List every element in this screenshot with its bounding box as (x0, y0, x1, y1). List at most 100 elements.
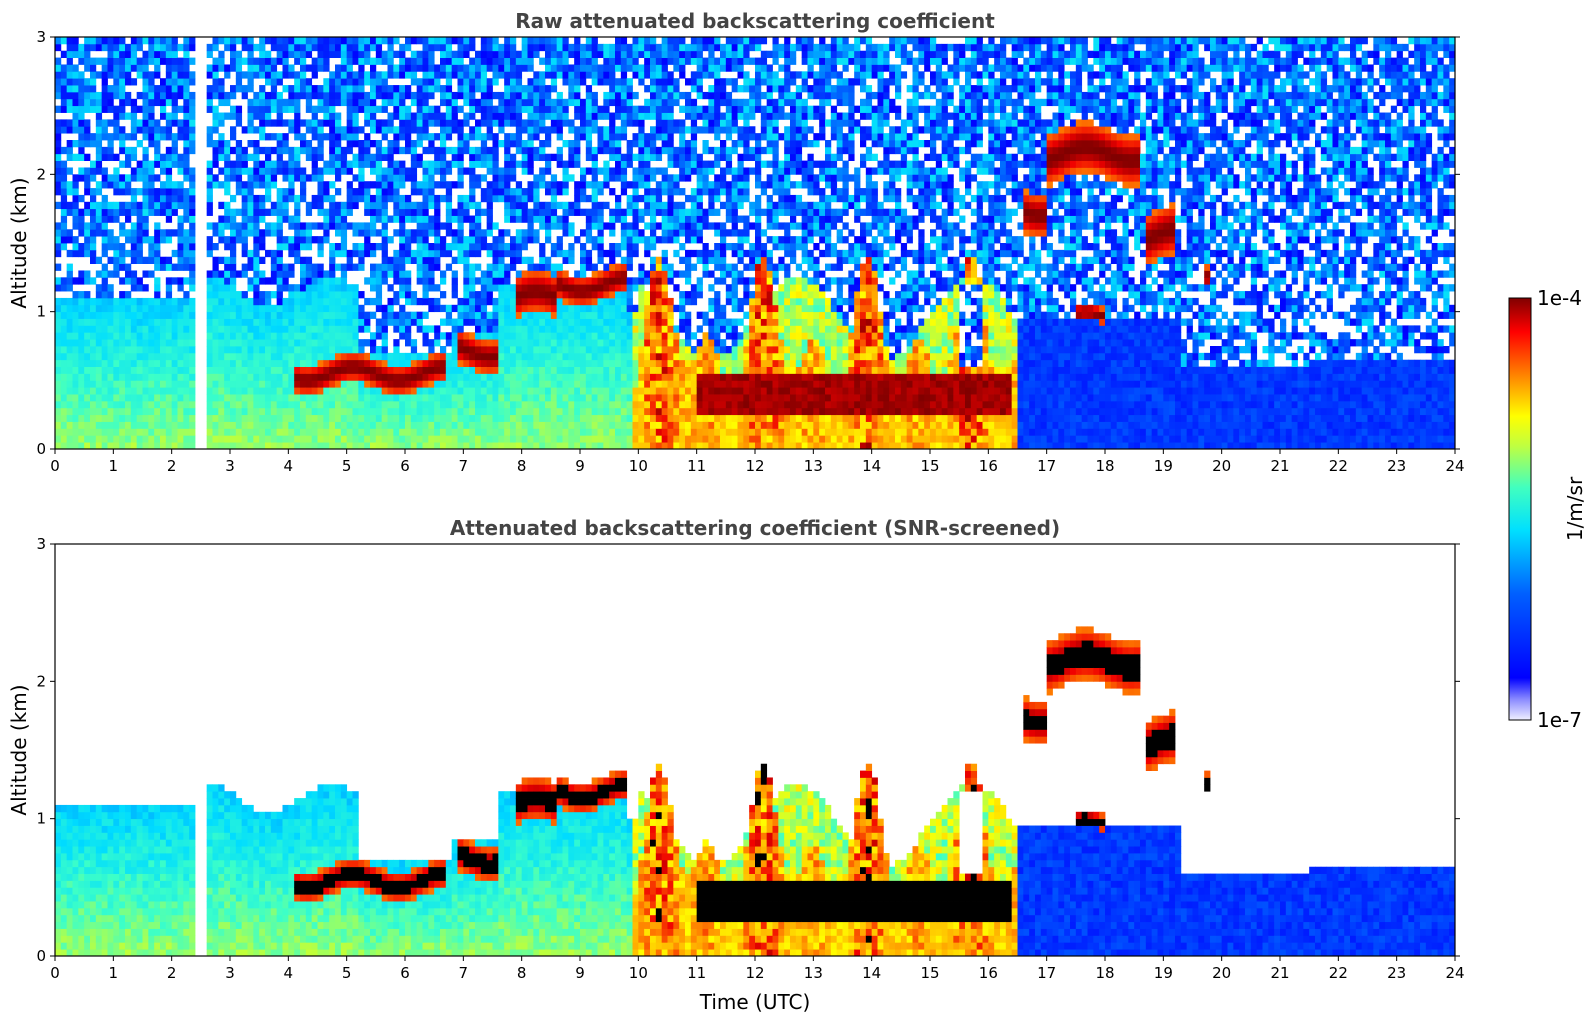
heatmap-cell (469, 126, 476, 134)
heatmap-cell (422, 105, 429, 113)
heatmap-cell (154, 380, 161, 388)
heatmap-cell (317, 277, 324, 285)
heatmap-cell (434, 380, 441, 388)
heatmap-cell (632, 91, 639, 100)
heatmap-cell (230, 229, 237, 237)
heatmap-cell (189, 43, 196, 52)
heatmap-cell (591, 126, 598, 134)
heatmap-cell (585, 277, 593, 285)
heatmap-cell (492, 78, 499, 86)
heatmap-cell (370, 222, 377, 230)
heatmap-cell (224, 277, 231, 285)
heatmap-cell (620, 421, 628, 429)
heatmap-cell (136, 325, 143, 333)
heatmap-cell (585, 284, 593, 292)
heatmap-cell (113, 112, 120, 120)
heatmap-cell (212, 78, 219, 86)
heatmap-cell (101, 133, 108, 141)
heatmap-cell (585, 359, 593, 367)
heatmap-cell (498, 43, 505, 52)
heatmap-cell (451, 435, 458, 443)
heatmap-cell (206, 414, 213, 422)
heatmap-cell (615, 428, 622, 436)
heatmap-cell (591, 311, 598, 319)
heatmap-cell (410, 160, 418, 168)
heatmap-cell (381, 407, 388, 416)
heatmap-cell (323, 394, 330, 402)
heatmap-cell (527, 194, 534, 203)
heatmap-cell (434, 332, 441, 340)
heatmap-cell (480, 243, 488, 251)
heatmap-cell (615, 215, 622, 223)
heatmap-cell (235, 236, 243, 244)
heatmap-cell (550, 394, 558, 402)
heatmap-cell (340, 352, 348, 361)
heatmap-cell (620, 37, 628, 45)
heatmap-cell (183, 435, 190, 443)
heatmap-cell (171, 442, 178, 449)
heatmap-cell (475, 297, 482, 306)
heatmap-cell (259, 304, 266, 313)
heatmap-cell (84, 201, 91, 210)
heatmap-cell (294, 222, 301, 230)
heatmap-cell (615, 57, 622, 65)
heatmap-cell (370, 119, 377, 127)
heatmap-cell (545, 325, 552, 333)
heatmap-cell (591, 284, 598, 292)
heatmap-cell (428, 85, 435, 93)
heatmap-cell (125, 394, 132, 402)
heatmap-cell (294, 133, 301, 141)
heatmap-cell (486, 167, 493, 175)
heatmap-cell (107, 421, 114, 429)
heatmap-cell (119, 229, 126, 237)
heatmap-cell (609, 400, 616, 409)
heatmap-cell (585, 304, 593, 313)
heatmap-cell (142, 188, 149, 196)
heatmap-cell (445, 421, 453, 429)
heatmap-cell (294, 146, 301, 155)
heatmap-cell (370, 352, 377, 361)
heatmap-cell (84, 140, 91, 148)
heatmap-cell (492, 380, 499, 388)
heatmap-cell (434, 435, 441, 443)
heatmap-cell (95, 442, 103, 449)
heatmap-cell (480, 91, 488, 100)
heatmap-cell (235, 421, 243, 429)
heatmap-cell (335, 133, 342, 141)
heatmap-cell (364, 394, 371, 402)
heatmap-cell (422, 112, 429, 120)
heatmap-cell (346, 140, 353, 148)
heatmap-cell (399, 160, 406, 168)
heatmap-cell (580, 133, 587, 141)
heatmap-cell (329, 85, 336, 93)
heatmap-cell (72, 153, 79, 161)
heatmap-cell (113, 243, 120, 251)
heatmap-cell (626, 236, 633, 244)
heatmap-cell (585, 229, 593, 237)
heatmap-cell (335, 215, 342, 223)
heatmap-cell (294, 236, 301, 244)
heatmap-cell (329, 325, 336, 333)
heatmap-cell (66, 249, 73, 258)
heatmap-cell (177, 352, 184, 361)
heatmap-cell (580, 43, 587, 52)
heatmap-cell (580, 387, 587, 395)
heatmap-cell (142, 229, 149, 237)
heatmap-cell (375, 291, 383, 299)
heatmap-cell (521, 119, 528, 127)
heatmap-cell (603, 387, 610, 395)
heatmap-cell (422, 249, 429, 258)
heatmap-cell (521, 359, 528, 367)
heatmap-cell (154, 71, 161, 79)
heatmap-cell (521, 57, 528, 65)
heatmap-cell (574, 43, 581, 52)
heatmap-cell (113, 297, 120, 306)
heatmap-cell (90, 428, 97, 436)
heatmap-cell (469, 37, 476, 45)
heatmap-cell (253, 126, 260, 134)
heatmap-cell (475, 215, 482, 223)
heatmap-cell (515, 133, 523, 141)
heatmap-cell (580, 366, 587, 374)
heatmap-cell (358, 400, 365, 409)
heatmap-cell (591, 297, 598, 306)
